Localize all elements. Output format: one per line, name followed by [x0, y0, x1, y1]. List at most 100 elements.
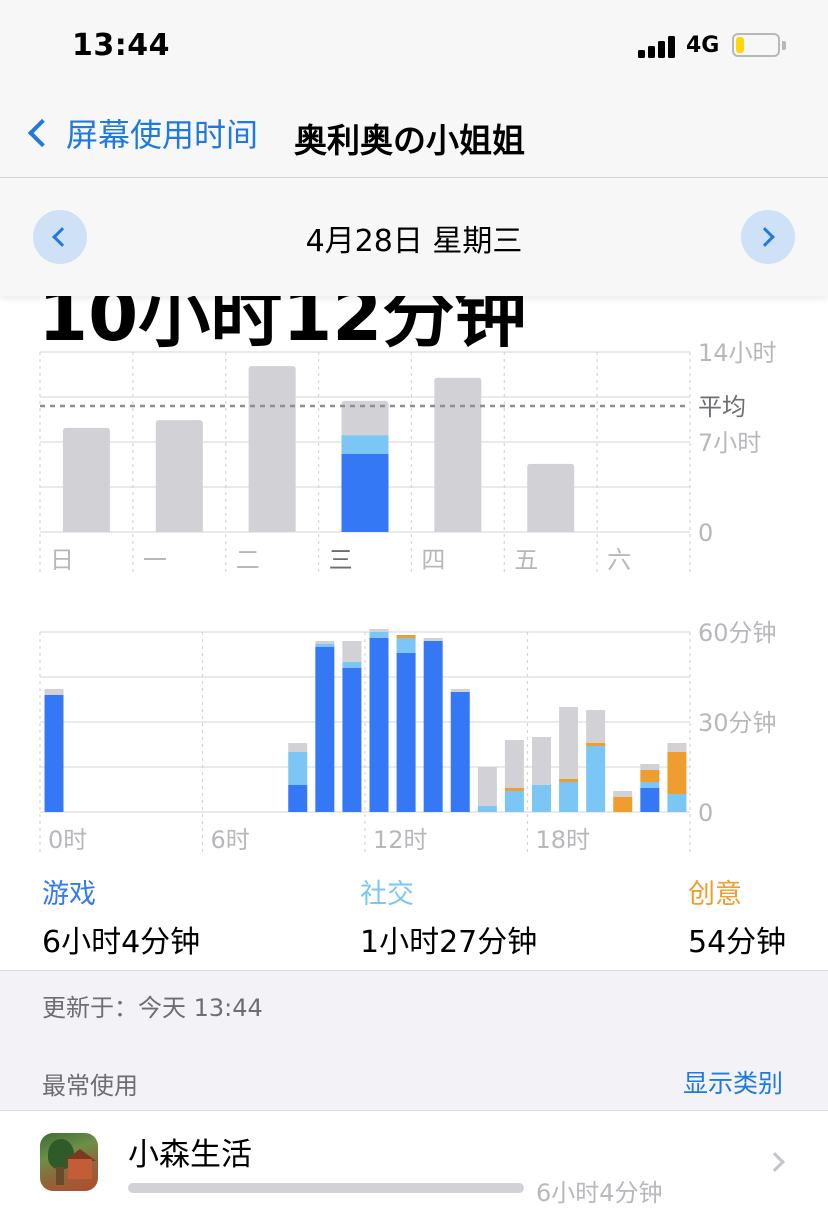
weekly-bar-games	[341, 453, 389, 532]
hourly-bar-social	[477, 806, 497, 812]
weekly-day-label: 日	[50, 546, 74, 574]
hourly-bar-creative	[504, 788, 524, 791]
app-row[interactable]: 小森生活 6小时4分钟	[0, 1110, 828, 1212]
usage-charts: 平均 14小时 7小时 0 日 一 二 三 四 五 六 60分钟 30分钟 0 0时 6时 12时 18时	[39, 339, 777, 854]
status-time: 13:44	[72, 28, 170, 63]
hourly-bar-other	[477, 767, 497, 806]
weekly-y-tick: 14小时	[698, 339, 777, 367]
legend-social-name: 社交	[360, 879, 414, 910]
hourly-y-tick: 30分钟	[698, 709, 777, 737]
network-type: 4G	[686, 33, 720, 58]
weekly-bar	[434, 377, 482, 532]
hourly-bar-other	[532, 737, 551, 785]
hourly-bar-games	[423, 641, 443, 812]
hourly-bar-social	[396, 638, 416, 653]
hourly-bar-games	[450, 692, 470, 812]
hourly-bar-creative	[667, 752, 687, 794]
app-usage-time: 6小时4分钟	[536, 1179, 663, 1207]
weekly-day-label: 一	[143, 546, 167, 574]
hourly-bar-games	[369, 638, 389, 812]
hourly-bar-games	[396, 653, 416, 812]
next-day-button[interactable]	[741, 210, 795, 264]
legend-social-value: 1小时27分钟	[360, 925, 538, 960]
legend-games: 游戏 6小时4分钟	[42, 872, 200, 960]
nav-bar: 屏幕使用时间 奥利奥の小姐姐	[0, 92, 828, 178]
back-label: 屏幕使用时间	[66, 116, 259, 154]
hourly-bar-creative	[559, 779, 579, 782]
chevron-right-icon	[755, 227, 775, 247]
previous-day-button[interactable]	[33, 210, 87, 264]
hourly-y-tick: 0	[698, 799, 713, 827]
status-bar: 13:44 4G	[0, 0, 828, 92]
weekly-chart: 平均 14小时 7小时 0 日 一 二 三 四 五 六	[39, 339, 777, 574]
updated-timestamp: 更新于：今天 13:44	[42, 994, 263, 1022]
chevron-right-icon	[765, 1152, 785, 1172]
hourly-bar-other	[586, 710, 606, 743]
hourly-x-tick: 18时	[536, 826, 591, 854]
weekly-bar	[527, 463, 575, 532]
hourly-bar-social	[342, 662, 362, 668]
hourly-x-tick: 12时	[373, 826, 428, 854]
weekly-day-label: 四	[421, 546, 445, 574]
weekly-day-label: 三	[329, 546, 353, 574]
weekly-bar-other	[341, 400, 389, 436]
battery-cap	[782, 41, 786, 50]
legend-games-name: 游戏	[42, 879, 96, 910]
hourly-bar-social	[532, 785, 551, 812]
hourly-bar-games	[315, 647, 335, 812]
nav-title: 奥利奥の小姐姐	[294, 121, 525, 160]
hourly-y-tick: 60分钟	[698, 619, 777, 647]
hourly-bar-other	[450, 689, 470, 692]
battery-icon	[732, 33, 780, 57]
hourly-bar-other	[613, 791, 633, 797]
legend-creative: 创意 54分钟	[688, 872, 786, 960]
weekly-bar	[248, 366, 296, 532]
hourly-bar-creative	[640, 770, 660, 782]
most-used-header: 最常使用	[42, 1072, 138, 1100]
hourly-bar-other	[640, 764, 660, 770]
average-label: 平均	[698, 393, 746, 421]
signal-icon	[638, 34, 676, 58]
date-selector: 4月28日 星期三	[0, 178, 828, 296]
weekly-day-label: 二	[236, 546, 260, 574]
hourly-bar-other	[504, 740, 524, 788]
forest-game-icon	[40, 1133, 98, 1191]
date-label: 4月28日 星期三	[305, 224, 523, 259]
hourly-bar-creative	[396, 635, 416, 638]
weekly-bar	[62, 427, 110, 532]
weekly-y-tick: 0	[698, 519, 713, 547]
show-category-button[interactable]: 显示类别	[683, 1069, 784, 1098]
hourly-bar-social	[559, 782, 579, 812]
weekly-y-tick: 7小时	[698, 429, 761, 457]
hourly-bar-social	[288, 752, 308, 785]
hourly-bar-other	[315, 641, 335, 644]
hourly-bar-other	[342, 641, 362, 662]
legend-social: 社交 1小时27分钟	[360, 872, 537, 960]
hourly-bar-creative	[613, 797, 633, 812]
weekly-bar	[155, 420, 203, 532]
hourly-bar-other	[559, 707, 579, 779]
legend-creative-value: 54分钟	[688, 925, 787, 960]
hourly-bar-social	[586, 746, 606, 812]
hourly-bar-games	[640, 788, 660, 812]
hourly-bar-other	[667, 743, 687, 752]
hourly-bar-other	[44, 689, 64, 695]
hourly-bar-other	[288, 743, 308, 752]
hourly-bar-games	[342, 668, 362, 812]
legend-games-value: 6小时4分钟	[42, 925, 201, 960]
hourly-bar-social	[504, 791, 524, 812]
hourly-bar-social	[369, 632, 389, 638]
battery-level	[736, 37, 744, 53]
hourly-bar-other	[369, 629, 389, 632]
hourly-bar-other	[423, 638, 443, 641]
back-button[interactable]: 屏幕使用时间	[22, 110, 258, 156]
grouped-section-background	[0, 970, 828, 1110]
hourly-bar-games	[288, 785, 308, 812]
hourly-bar-social	[667, 794, 687, 812]
weekly-day-label: 六	[607, 546, 631, 574]
hourly-x-tick: 0时	[48, 826, 87, 854]
hourly-bar-games	[44, 695, 64, 812]
app-name: 小森生活	[128, 1137, 252, 1173]
hourly-x-tick: 6时	[211, 826, 250, 854]
hourly-bar-social	[315, 644, 335, 647]
